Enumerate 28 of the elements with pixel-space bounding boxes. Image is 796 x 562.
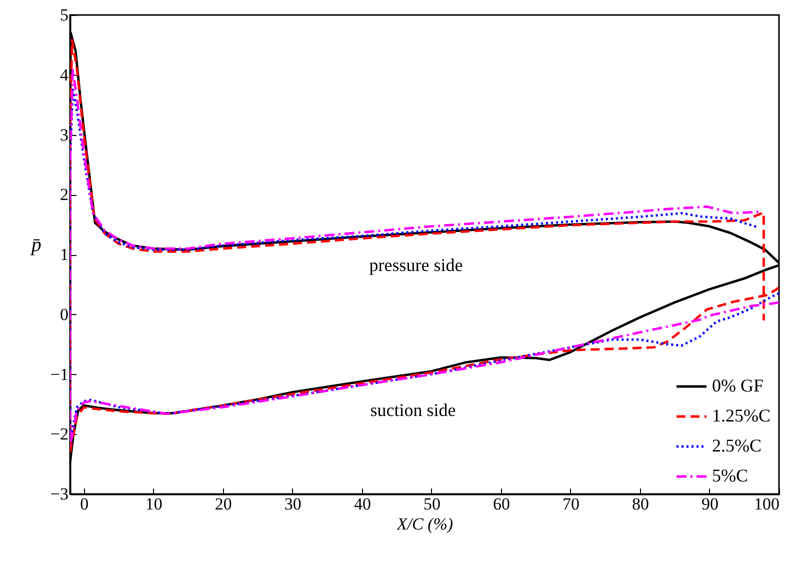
annotation: suction side bbox=[370, 400, 456, 420]
y-tick-label: 4 bbox=[60, 65, 69, 84]
legend-label: 5%C bbox=[712, 466, 748, 486]
y-tick-label: 2 bbox=[60, 185, 68, 204]
y-tick-label: 5 bbox=[60, 6, 68, 24]
x-tick-label: 70 bbox=[562, 494, 580, 514]
x-tick-label: 20 bbox=[214, 494, 232, 514]
legend-label: 1.25%C bbox=[712, 406, 770, 426]
x-tick-label: 0 bbox=[80, 494, 89, 514]
legend-label: 2.5%C bbox=[712, 436, 762, 456]
y-tick-label: −2 bbox=[50, 424, 68, 444]
x-axis-title: X/C (%) bbox=[396, 514, 454, 534]
x-tick-label: 40 bbox=[354, 494, 371, 514]
y-tick-label: 1 bbox=[60, 245, 68, 264]
x-tick-label: 10 bbox=[145, 494, 162, 514]
y-tick-label: 0 bbox=[60, 304, 68, 324]
y-tick-label: −3 bbox=[50, 484, 68, 504]
y-axis-title: p̄ bbox=[29, 234, 42, 256]
x-tick-label: 50 bbox=[423, 494, 440, 514]
x-tick-label: 80 bbox=[632, 494, 649, 514]
x-tick-label: 60 bbox=[492, 494, 510, 514]
legend-label: 0% GF bbox=[712, 376, 764, 396]
x-tick-label: 30 bbox=[284, 494, 302, 514]
y-tick-label: 3 bbox=[60, 125, 68, 144]
x-tick-label: 90 bbox=[701, 494, 718, 514]
x-tick-label: 100 bbox=[754, 494, 780, 514]
y-tick-label: −1 bbox=[50, 364, 68, 384]
annotation: pressure side bbox=[369, 255, 463, 275]
